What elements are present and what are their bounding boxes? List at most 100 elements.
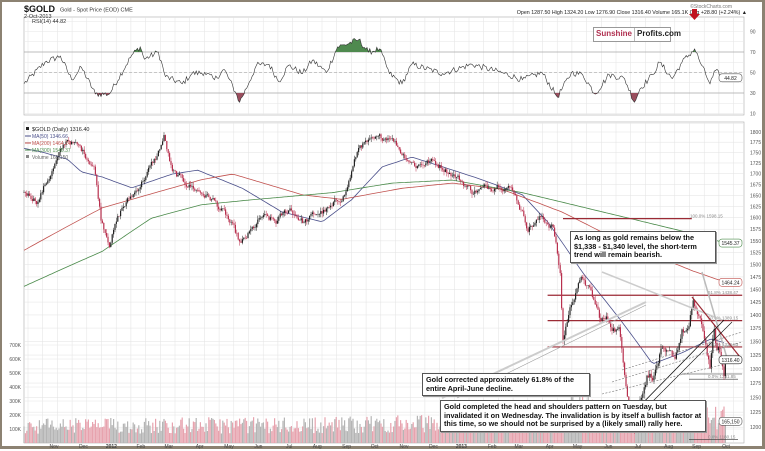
volume-bar [222, 420, 224, 443]
volume-bar [281, 429, 283, 443]
rsi-tick-label: 30 [750, 91, 756, 97]
candle-body [475, 190, 477, 193]
candle-body [394, 140, 396, 142]
volume-bar [414, 427, 416, 443]
candle-body [365, 140, 367, 143]
volume-bar [311, 418, 313, 443]
volume-bar [43, 423, 45, 443]
x-tick-label: Mar [164, 444, 173, 450]
volume-bar [162, 421, 164, 443]
volume-bar [183, 428, 185, 443]
candle-body [145, 176, 147, 181]
candle-body [164, 135, 166, 141]
x-tick-label: Aug [313, 444, 322, 450]
volume-bar [390, 422, 392, 443]
volume-bar [52, 426, 54, 443]
candle-body [401, 153, 403, 156]
volume-bar [425, 417, 427, 443]
candle-body [477, 191, 479, 193]
candle-body [596, 304, 598, 307]
volume-bar [468, 424, 470, 443]
candle-body [300, 218, 302, 221]
volume-bar [226, 418, 228, 443]
candle-body [278, 216, 280, 221]
candle-body [464, 185, 466, 187]
volume-bar [405, 419, 407, 443]
volume-bar [335, 417, 337, 443]
candle-body [85, 154, 87, 159]
volume-bar [50, 424, 52, 443]
price-tick-label: 1500 [750, 263, 761, 269]
chart-date: 2-Oct-2013 [24, 14, 52, 20]
candle-body [346, 187, 348, 192]
candle-body [335, 199, 337, 201]
candle-body [545, 222, 547, 224]
candle-body [76, 142, 78, 145]
candle-body [292, 210, 294, 215]
candle-body [62, 144, 64, 149]
volume-bar [345, 430, 347, 443]
volume-bar [706, 407, 708, 443]
candle-body [500, 188, 502, 190]
candle-body [709, 359, 711, 369]
candle-body [38, 199, 40, 202]
volume-bar [279, 432, 281, 443]
candle-body [59, 148, 61, 153]
candle-body [573, 299, 575, 303]
sunshine-profits-logo: Sunshine Profits.com [593, 27, 681, 42]
candle-body [684, 331, 686, 333]
candle-body [148, 167, 150, 172]
volume-bar [164, 420, 166, 443]
candle-body [296, 215, 298, 218]
price-tick-label: 1450 [750, 287, 761, 293]
volume-bar [79, 422, 81, 443]
volume-bar [339, 430, 341, 443]
volume-bar [510, 431, 512, 443]
candle-body [212, 198, 214, 200]
candle-body [48, 179, 50, 181]
volume-bar [561, 425, 563, 443]
candle-body [538, 216, 540, 220]
ma300-badge-box [718, 238, 743, 248]
volume-bar [178, 425, 180, 443]
volume-bar [363, 426, 365, 443]
volume-bar [104, 418, 106, 443]
volume-bar [423, 432, 425, 443]
volume-bar [108, 428, 110, 443]
candle-body [387, 138, 389, 141]
volume-bar [694, 422, 696, 443]
volume-bar [678, 425, 680, 443]
volume-bar [432, 423, 434, 443]
candle-body [40, 193, 42, 200]
candle-body [520, 209, 522, 211]
volume-bar [418, 419, 420, 443]
candle-body [152, 161, 154, 163]
volume-bar [640, 427, 642, 443]
volume-bar [89, 427, 91, 443]
volume-bar [328, 422, 330, 443]
volume-bar [433, 419, 435, 443]
volume-bar [255, 423, 257, 443]
volume-bar [415, 427, 417, 443]
volume-bar [229, 433, 231, 443]
volume-bar [477, 428, 479, 443]
volume-bar [334, 419, 336, 443]
volume-bar [374, 420, 376, 443]
legend-ma300: MA(300) 1545.37 [32, 148, 71, 154]
candle-body [128, 198, 130, 199]
rising-trendline [651, 321, 733, 403]
x-tick-label: May [573, 444, 583, 450]
candle-body [75, 142, 77, 143]
volume-bar [129, 428, 131, 443]
candle-body [377, 135, 379, 137]
volume-bar [48, 427, 50, 443]
volume-bar [461, 422, 463, 443]
volume-bar [617, 421, 619, 443]
volume-badge: 165,150 [721, 419, 739, 425]
volume-bar [122, 423, 124, 443]
candle-body [402, 154, 404, 156]
volume-bar [167, 427, 169, 443]
candle-body [418, 164, 420, 167]
candle-body [218, 206, 220, 210]
volume-bar [132, 422, 134, 443]
